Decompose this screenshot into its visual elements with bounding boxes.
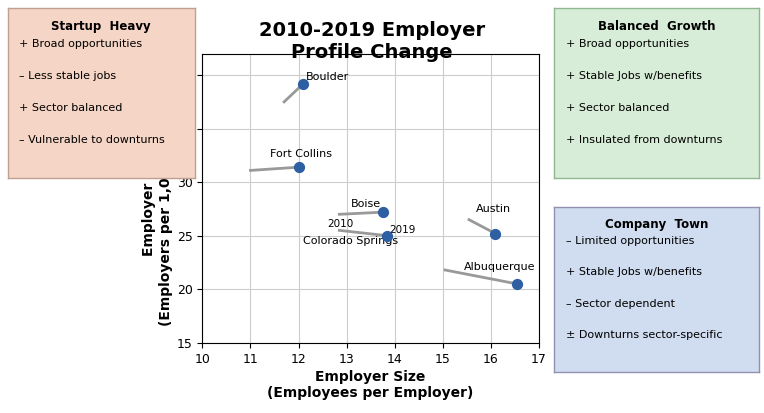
Text: Boulder: Boulder — [306, 71, 349, 81]
Point — [511, 280, 523, 287]
Text: Albuquerque: Albuquerque — [465, 262, 536, 272]
Text: 2010-2019 Employer
Profile Change: 2010-2019 Employer Profile Change — [259, 21, 485, 62]
Y-axis label: Employer Base
(Employers per 1,000 Residents): Employer Base (Employers per 1,000 Resid… — [143, 70, 173, 326]
Text: + Sector balanced: + Sector balanced — [19, 103, 122, 113]
Text: + Insulated from downturns: + Insulated from downturns — [566, 135, 723, 145]
Point — [377, 209, 389, 216]
Text: + Broad opportunities: + Broad opportunities — [566, 39, 689, 49]
Text: ± Downturns sector-specific: ± Downturns sector-specific — [566, 330, 723, 340]
Text: Austin: Austin — [476, 204, 511, 214]
X-axis label: Employer Size
(Employees per Employer): Employer Size (Employees per Employer) — [267, 370, 474, 400]
Point — [489, 230, 501, 237]
Text: Colorado Springs: Colorado Springs — [303, 236, 399, 247]
Text: + Sector balanced: + Sector balanced — [566, 103, 669, 113]
Point — [297, 81, 309, 87]
Text: + Broad opportunities: + Broad opportunities — [19, 39, 142, 49]
Text: + Stable Jobs w/benefits: + Stable Jobs w/benefits — [566, 268, 702, 278]
Text: 2010: 2010 — [327, 219, 354, 229]
Text: Startup  Heavy: Startup Heavy — [51, 20, 151, 33]
Text: Balanced  Growth: Balanced Growth — [597, 20, 715, 33]
Text: – Limited opportunities: – Limited opportunities — [566, 236, 694, 246]
Text: – Vulnerable to downturns: – Vulnerable to downturns — [19, 135, 164, 145]
Text: Company  Town: Company Town — [604, 218, 708, 231]
Text: 2019: 2019 — [390, 225, 416, 235]
Point — [293, 164, 305, 171]
Text: Boise: Boise — [351, 199, 381, 209]
Text: – Sector dependent: – Sector dependent — [566, 299, 675, 309]
Point — [381, 233, 393, 239]
Text: + Stable Jobs w/benefits: + Stable Jobs w/benefits — [566, 71, 702, 81]
Text: – Less stable jobs: – Less stable jobs — [19, 71, 116, 81]
Text: Fort Collins: Fort Collins — [270, 149, 332, 159]
